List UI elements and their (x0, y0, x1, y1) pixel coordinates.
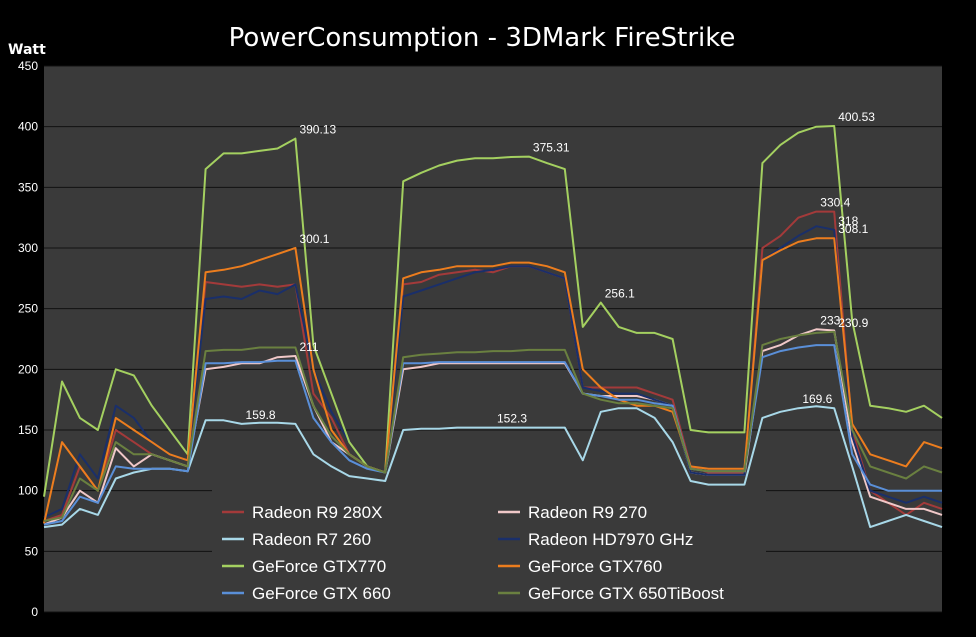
series-line-radeon-r7-260 (43, 405, 943, 529)
legend-entry: GeForce GTX 660 (252, 584, 391, 603)
legend-entry: GeForce GTX770 (252, 557, 386, 576)
series-line-geforce-gtx770 (43, 125, 943, 497)
legend-entry: GeForce GTX760 (528, 557, 662, 576)
data-label: 233 (820, 313, 840, 327)
legend-box (212, 490, 766, 610)
y-tick-label: 150 (18, 423, 38, 437)
y-tick-label: 450 (18, 59, 38, 73)
data-label: 169.6 (802, 392, 832, 406)
series-line-geforce-gtx-650tiboost (43, 330, 943, 522)
y-tick-label: 100 (18, 484, 38, 498)
legend-entry: Radeon HD7970 GHz (528, 530, 693, 549)
y-axis-ticks: 0 50 100 150 200 250 300 350 400 450 (18, 59, 38, 619)
y-tick-label: 300 (18, 241, 38, 255)
data-label: 375.31 (533, 141, 570, 155)
data-label: 159.8 (246, 408, 276, 422)
series-line-geforce-gtx-660 (43, 344, 942, 526)
series-lines (43, 125, 943, 529)
y-tick-label: 50 (25, 544, 39, 558)
data-label: 318 (838, 214, 858, 228)
legend-entry: GeForce GTX 650TiBoost (528, 584, 724, 603)
data-label: 300.1 (299, 232, 329, 246)
y-tick-label: 200 (18, 362, 38, 376)
chart-title: PowerConsumption - 3DMark FireStrike (229, 23, 736, 53)
data-label: 308.1 (838, 222, 868, 236)
data-labels: 390.13 300.1 211 159.8 375.31 152.3 256.1 400.5… (246, 110, 876, 426)
data-label: 400.53 (838, 110, 875, 124)
data-label: 390.13 (299, 123, 336, 137)
legend-entry: Radeon R9 280X (252, 503, 382, 522)
data-label: 211 (299, 340, 318, 354)
data-label: 230.9 (838, 316, 868, 330)
legend: Radeon R9 280X Radeon R9 270 Radeon R7 260… (212, 490, 766, 610)
data-label: 256.1 (605, 287, 635, 301)
y-tick-label: 250 (18, 302, 38, 316)
y-tick-label: 400 (18, 120, 38, 134)
y-axis-label: Watt (8, 42, 46, 58)
legend-entry: Radeon R7 260 (252, 530, 371, 549)
data-label: 330.4 (820, 196, 850, 210)
legend-entry: Radeon R9 270 (528, 503, 647, 522)
data-label: 152.3 (497, 412, 527, 426)
series-line-geforce-gtx760 (43, 237, 943, 524)
y-tick-label: 0 (31, 605, 38, 619)
y-tick-label: 350 (18, 180, 38, 194)
